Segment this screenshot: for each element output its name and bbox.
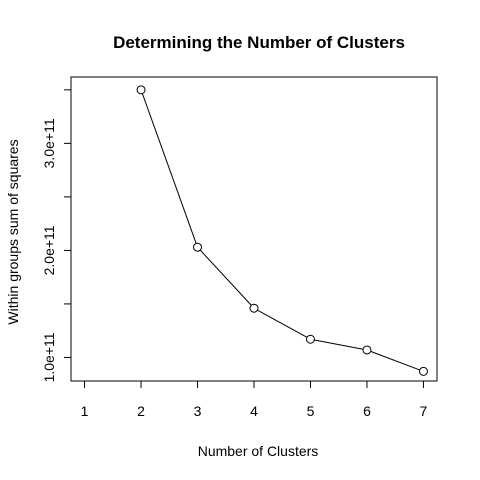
data-point xyxy=(136,85,146,95)
y-tick-label: 2.0e+11 xyxy=(41,225,57,275)
x-tick-label: 1 xyxy=(81,403,89,419)
series-line-segment xyxy=(141,93,197,244)
x-tick-label: 2 xyxy=(137,403,145,419)
x-axis-label: Number of Clusters xyxy=(198,443,319,459)
x-tick-label: 6 xyxy=(363,403,371,419)
x-tick-label: 7 xyxy=(420,403,428,419)
x-tick-label: 4 xyxy=(250,403,258,419)
series-line-segment xyxy=(199,249,252,306)
y-axis: 1.0e+11 2.0e+11 3.0e+11 xyxy=(41,89,72,382)
series-line-segment xyxy=(257,309,308,338)
data-point xyxy=(418,366,428,376)
x-tick-label: 3 xyxy=(194,403,202,419)
series-line-segment xyxy=(370,350,420,371)
y-axis-label: Within groups sum of squares xyxy=(5,139,21,324)
series-layer xyxy=(136,85,428,376)
x-tick-label: 5 xyxy=(307,403,315,419)
data-point xyxy=(193,242,203,252)
series-line-segment xyxy=(314,339,364,350)
data-point xyxy=(362,345,372,355)
x-axis: 1 2 3 4 5 6 7 xyxy=(81,380,428,419)
y-tick-label: 3.0e+11 xyxy=(41,118,57,168)
y-tick-label: 1.0e+11 xyxy=(41,332,57,382)
data-point xyxy=(305,334,315,344)
data-point xyxy=(249,303,259,313)
chart-title: Determining the Number of Clusters xyxy=(113,33,405,52)
